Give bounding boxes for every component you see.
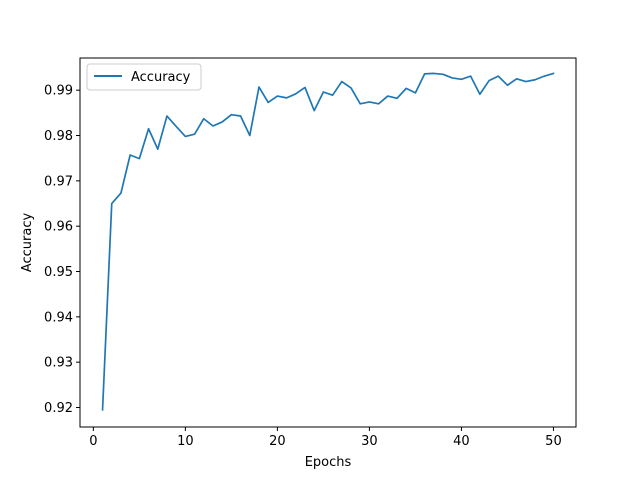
y-tick-label: 0.98	[44, 129, 73, 144]
legend: Accuracy	[86, 63, 202, 91]
y-tick-label: 0.92	[44, 401, 73, 416]
legend-box	[86, 63, 202, 91]
series-layer	[101, 72, 555, 411]
x-tick-label: 10	[177, 434, 194, 449]
series-line-0	[101, 72, 555, 411]
x-axis-title: Epochs	[305, 455, 352, 470]
x-tick-label: 30	[361, 434, 378, 449]
y-tick-label: 0.94	[44, 310, 73, 325]
axes-frame	[79, 57, 577, 428]
y-tick-label: 0.96	[44, 220, 73, 235]
y-tick-label: 0.97	[44, 174, 73, 189]
legend-label: Accuracy	[131, 70, 191, 85]
x-tick-label: 0	[89, 434, 97, 449]
y-axis-ticks: 0.92 0.93 0.94 0.95 0.96 0.97 0.98 0.99	[44, 84, 80, 416]
y-tick-label: 0.95	[44, 265, 73, 280]
y-axis-title: Accuracy	[20, 213, 35, 273]
x-tick-label: 40	[453, 434, 470, 449]
x-tick-label: 20	[269, 434, 286, 449]
x-axis-ticks: 0 10 20 30 40 50	[89, 427, 562, 449]
y-tick-label: 0.99	[44, 84, 73, 99]
x-tick-label: 50	[545, 434, 562, 449]
y-tick-label: 0.93	[44, 356, 73, 371]
